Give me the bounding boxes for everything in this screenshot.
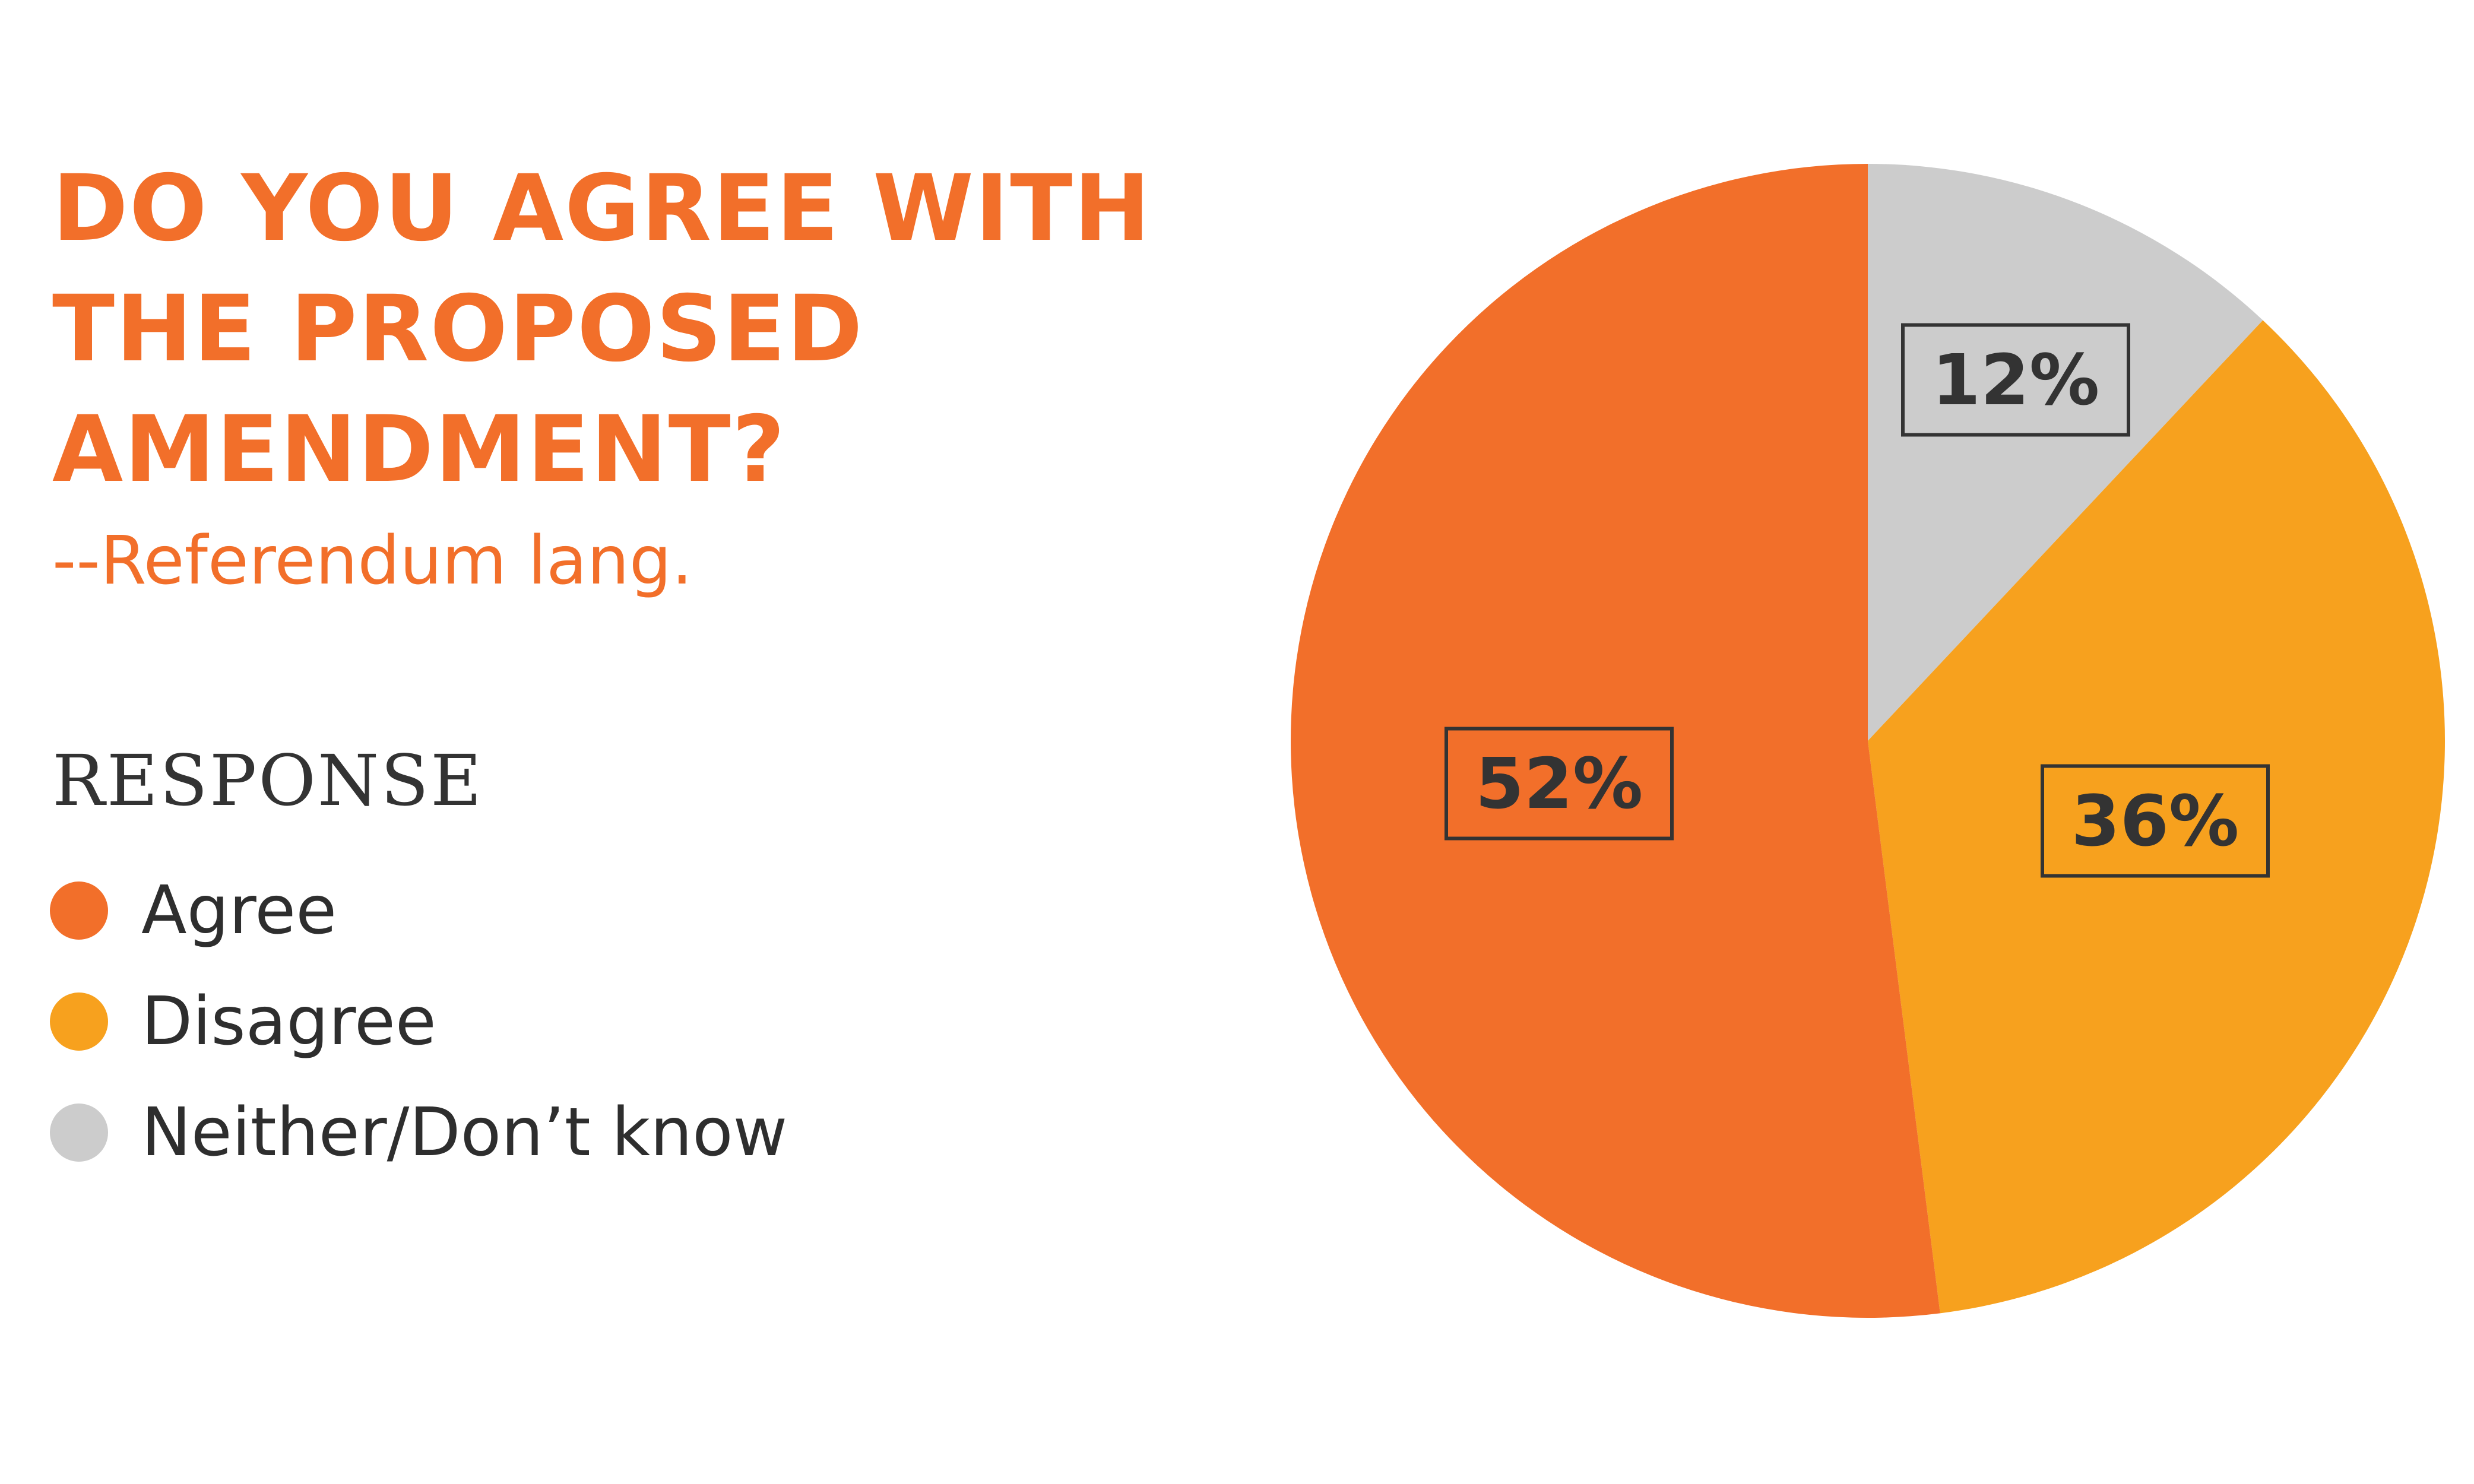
pie-slice-disagree <box>1868 320 2445 1314</box>
pie-slice-neither-don-t-know <box>1868 164 2263 741</box>
pie-slice-agree <box>1290 163 1940 1318</box>
data-label-agree: 52% <box>1475 743 1643 825</box>
chart-subtitle: --Referendum lang. <box>52 522 693 600</box>
chart-title-line-3: AMENDMENT? <box>52 397 787 503</box>
data-label-disagree: 36% <box>2071 780 2239 862</box>
legend-title: RESPONSE <box>52 740 484 822</box>
legend-swatch-neither <box>50 1103 108 1162</box>
data-label-neither-don-t-know: 12% <box>1932 339 2099 421</box>
data-label-box-agree <box>1445 727 1674 841</box>
chart-title-line-1: DO YOU AGREE WITH <box>52 156 1152 262</box>
legend-label-agree: Agree <box>141 871 337 949</box>
legend-swatch-disagree <box>50 992 108 1051</box>
legend-label-disagree: Disagree <box>141 982 436 1060</box>
legend-item-agree: Agree <box>50 855 787 966</box>
chart-title-line-2: THE PROPOSED <box>52 276 864 382</box>
legend-label-neither: Neither/Don’t know <box>141 1093 788 1171</box>
legend-item-disagree: Disagree <box>50 966 787 1077</box>
data-label-box-neither-don-t-know <box>1901 323 2130 437</box>
data-label-box-disagree <box>2041 764 2270 878</box>
legend-item-neither: Neither/Don’t know <box>50 1077 787 1188</box>
chart-title: DO YOU AGREE WITH THE PROPOSED AMENDMENT… <box>52 148 1151 510</box>
legend-swatch-agree <box>50 881 108 940</box>
legend: Agree Disagree Neither/Don’t know <box>50 855 787 1188</box>
